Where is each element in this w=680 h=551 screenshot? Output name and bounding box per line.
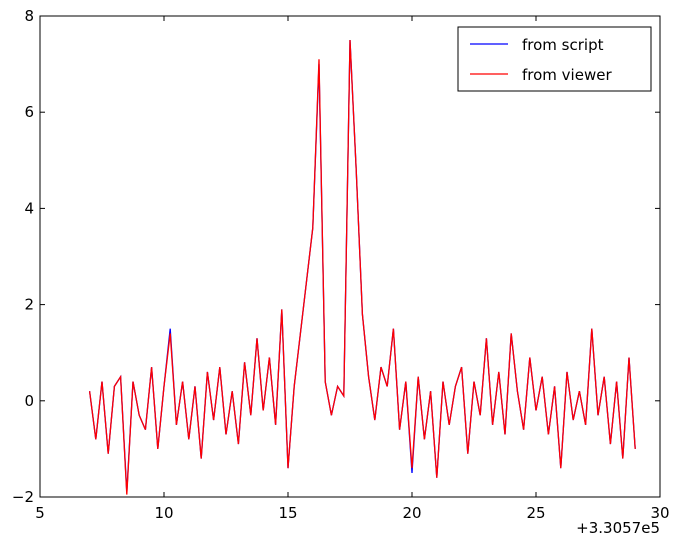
series-line: [88, 40, 636, 493]
y-tick-label: 6: [24, 103, 34, 121]
y-tick-label: 4: [24, 199, 34, 217]
x-tick-label: 20: [402, 504, 421, 522]
y-tick-label: 0: [24, 392, 34, 410]
x-tick-label: 25: [526, 504, 545, 522]
y-tick-label: 8: [24, 7, 34, 25]
plot-frame: [39, 15, 661, 498]
legend-box: [457, 26, 652, 92]
y-tick-label: 2: [24, 296, 34, 314]
legend-label: from script: [522, 36, 604, 54]
legend-label: from viewer: [522, 66, 612, 84]
y-tick-label: −2: [12, 488, 34, 506]
x-tick-label: 30: [650, 504, 669, 522]
x-tick-label: 5: [35, 504, 45, 522]
x-offset-label: +3.3057e5: [576, 519, 660, 537]
x-tick-label: 15: [278, 504, 297, 522]
x-tick-label: 10: [154, 504, 173, 522]
series-line: [88, 40, 636, 495]
